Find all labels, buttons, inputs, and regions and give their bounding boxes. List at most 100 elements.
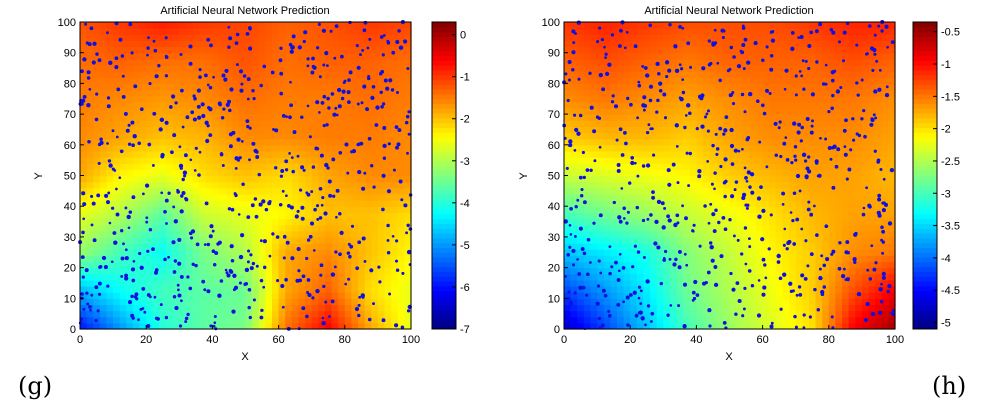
heatmap-cell xyxy=(643,261,651,269)
heatmap-cell xyxy=(146,138,154,146)
heatmap-cell xyxy=(881,150,889,158)
heatmap-cell xyxy=(795,255,803,263)
heatmap-cell xyxy=(769,267,777,275)
heatmap-cell xyxy=(331,169,339,177)
heatmap-cell xyxy=(119,22,127,29)
heatmap-cell xyxy=(577,316,585,324)
heatmap-cell xyxy=(371,212,379,220)
heatmap-cell xyxy=(298,126,306,134)
heatmap-cell xyxy=(377,212,386,220)
heatmap-cell xyxy=(663,120,671,127)
heatmap-cell xyxy=(113,286,121,293)
heatmap-cell xyxy=(166,255,174,263)
heatmap-cell xyxy=(80,101,88,109)
heatmap-cell xyxy=(225,28,233,35)
heatmap-cell xyxy=(278,249,286,256)
heatmap-cell xyxy=(132,298,141,306)
heatmap-cell xyxy=(736,261,744,269)
heatmap-cell xyxy=(238,322,247,330)
heatmap-cell xyxy=(199,187,207,195)
heatmap-cell xyxy=(742,150,750,158)
heatmap-cell xyxy=(152,126,161,134)
heatmap-cell xyxy=(192,28,200,35)
heatmap-cell xyxy=(93,206,101,213)
heatmap-cell xyxy=(119,181,127,189)
heatmap-cell xyxy=(99,83,108,91)
heatmap-cell xyxy=(285,126,293,134)
heatmap-cell xyxy=(358,89,366,97)
heatmap-cell xyxy=(285,34,293,42)
heatmap-cell xyxy=(225,95,233,103)
sample-point xyxy=(97,58,102,63)
heatmap-cell xyxy=(397,71,405,78)
heatmap-cell xyxy=(397,255,405,263)
heatmap-cell xyxy=(630,273,638,281)
heatmap-cell xyxy=(179,126,187,134)
heatmap-cell xyxy=(364,150,372,158)
heatmap-cell xyxy=(663,193,671,201)
heatmap-cell xyxy=(868,187,876,195)
heatmap-cell xyxy=(139,40,147,48)
heatmap-cell xyxy=(252,157,260,164)
heatmap-cell xyxy=(285,144,293,152)
heatmap-cell xyxy=(192,249,200,256)
heatmap-cell xyxy=(311,34,319,42)
heatmap-cell xyxy=(384,138,392,146)
heatmap-cell xyxy=(358,22,366,29)
heatmap-cell xyxy=(152,169,161,177)
heatmap-cell xyxy=(815,236,823,244)
heatmap-cell xyxy=(152,144,161,152)
heatmap-cell xyxy=(842,224,850,232)
heatmap-cell xyxy=(86,261,94,269)
heatmap-cell xyxy=(219,187,227,195)
heatmap-cell xyxy=(384,28,392,35)
heatmap-cell xyxy=(99,22,108,29)
heatmap-cell xyxy=(86,107,94,115)
heatmap-cell xyxy=(331,200,339,207)
heatmap-cell xyxy=(185,22,194,29)
heatmap-cell xyxy=(192,292,200,299)
heatmap-cell xyxy=(252,286,260,293)
heatmap-cell xyxy=(285,249,293,256)
heatmap-cell xyxy=(769,126,777,134)
heatmap-cell xyxy=(351,206,359,213)
heatmap-cell xyxy=(577,206,585,213)
heatmap-cell xyxy=(861,163,870,170)
heatmap-cell xyxy=(722,273,731,281)
heatmap-cell xyxy=(331,126,339,134)
heatmap-cell xyxy=(146,22,154,29)
heatmap-cell xyxy=(93,193,101,201)
heatmap-cell xyxy=(397,236,405,244)
heatmap-cell xyxy=(616,224,625,232)
heatmap-cell xyxy=(384,218,392,226)
heatmap-cell xyxy=(364,181,372,189)
heatmap-cell xyxy=(377,187,386,195)
heatmap-cell xyxy=(258,163,266,170)
heatmap-cell xyxy=(828,292,837,299)
heatmap-cell xyxy=(683,273,691,281)
heatmap-cell xyxy=(324,175,333,183)
heatmap-cell xyxy=(285,22,293,29)
heatmap-cell xyxy=(212,157,220,164)
heatmap-cell xyxy=(815,316,823,324)
heatmap-cell xyxy=(338,34,346,42)
heatmap-cell xyxy=(311,107,319,115)
heatmap-cell xyxy=(742,230,750,238)
heatmap-cell xyxy=(377,243,386,250)
heatmap-cell xyxy=(238,58,247,66)
heatmap-cell xyxy=(736,224,744,232)
heatmap-cell xyxy=(119,126,127,134)
heatmap-cell xyxy=(755,298,764,306)
heatmap-cell xyxy=(769,298,777,306)
heatmap-cell xyxy=(802,224,810,232)
heatmap-cell xyxy=(391,28,399,35)
heatmap-cell xyxy=(377,144,386,152)
heatmap-cell xyxy=(99,187,108,195)
heatmap-cell xyxy=(351,107,359,115)
heatmap-cell xyxy=(703,193,711,201)
heatmap-cell xyxy=(291,71,300,78)
heatmap-cell xyxy=(815,212,823,220)
heatmap-cell xyxy=(603,261,611,269)
heatmap-cell xyxy=(371,310,379,318)
heatmap-cell xyxy=(775,181,784,189)
